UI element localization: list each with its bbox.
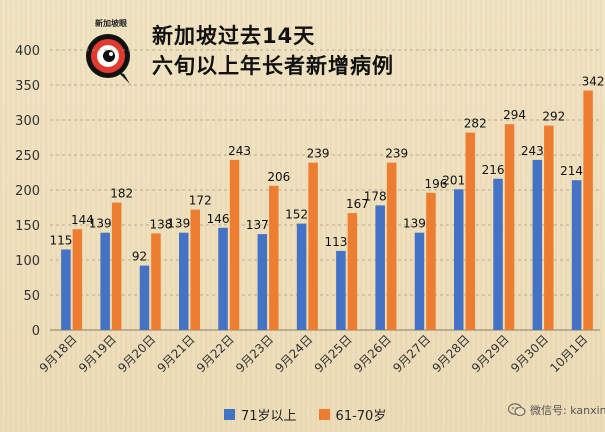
data-label: 144 — [71, 213, 94, 227]
bar — [347, 213, 358, 330]
y-tick-label: 50 — [23, 289, 40, 304]
x-tick-label: 9月18日 — [37, 332, 80, 375]
bar — [190, 209, 200, 330]
x-tick-label: 9月19日 — [76, 332, 119, 375]
x-tick-label: 9月21日 — [155, 332, 198, 375]
bar — [72, 229, 83, 330]
wechat-icon — [508, 403, 526, 417]
bar — [139, 265, 150, 330]
legend-item-series-1: 71岁以上 — [224, 405, 297, 424]
x-tick-label: 9月29日 — [469, 332, 512, 375]
legend-label-series-2: 61-70岁 — [335, 408, 387, 424]
legend-swatch-series-2 — [318, 408, 330, 420]
x-tick-label: 9月28日 — [430, 332, 473, 375]
x-tick-label: 9月20日 — [115, 332, 158, 375]
data-label: 152 — [285, 208, 308, 222]
data-label: 243 — [228, 144, 251, 158]
wechat-watermark: 微信号: kanxinjiapo — [508, 402, 605, 418]
data-label: 146 — [207, 212, 230, 226]
data-label: 216 — [482, 163, 505, 177]
bar — [257, 234, 268, 330]
bar — [504, 124, 515, 330]
bar — [179, 232, 189, 330]
data-label: 201 — [442, 173, 465, 187]
bar — [493, 178, 503, 330]
bar — [218, 227, 228, 330]
data-label: 182 — [110, 187, 133, 201]
data-label: 172 — [189, 194, 212, 208]
watermark-text: 微信号: kanxinjiapo — [530, 404, 605, 417]
bar — [100, 232, 110, 330]
y-tick-label: 350 — [15, 79, 40, 94]
bar — [544, 125, 554, 330]
legend-item-series-2: 61-70岁 — [318, 405, 387, 424]
bar — [375, 205, 385, 330]
x-tick-label: 10月1日 — [547, 332, 590, 375]
legend-swatch-series-1 — [224, 408, 235, 420]
magnifier-logo: 新加坡眼 — [86, 18, 130, 84]
x-tick-label: 9月30日 — [508, 332, 551, 375]
data-label: 139 — [403, 217, 426, 231]
x-tick-label: 9月24日 — [272, 332, 315, 375]
chart-title-line-1: 新加坡过去14天 — [152, 24, 316, 48]
data-label: 137 — [246, 218, 269, 232]
data-label: 282 — [464, 117, 487, 131]
data-label: 196 — [425, 177, 448, 191]
data-label: 206 — [267, 170, 290, 184]
bar — [386, 162, 397, 330]
y-tick-label: 200 — [15, 184, 40, 199]
y-tick-label: 250 — [15, 149, 40, 164]
data-label: 239 — [385, 147, 408, 161]
bar — [571, 180, 582, 330]
bar — [61, 249, 71, 330]
bar — [296, 223, 307, 330]
legend-label-series-1: 71岁以上 — [241, 408, 297, 424]
x-tick-label: 9月25日 — [312, 332, 355, 375]
bar — [532, 159, 543, 330]
y-tick-label: 100 — [15, 254, 40, 269]
bar — [465, 132, 475, 330]
bar — [308, 162, 318, 330]
bar — [454, 189, 464, 330]
bar — [426, 192, 436, 330]
data-label: 292 — [542, 110, 565, 124]
data-label: 92 — [132, 250, 147, 264]
bar — [151, 233, 161, 330]
y-tick-label: 400 — [15, 44, 40, 59]
data-label: 178 — [364, 189, 387, 203]
chart-legend: 71岁以上 61-70岁 — [224, 404, 408, 424]
data-label: 342 — [582, 75, 605, 89]
bar — [336, 250, 346, 330]
x-tick-label: 9月23日 — [233, 332, 276, 375]
bar — [269, 185, 279, 330]
x-tick-label: 9月26日 — [351, 332, 394, 375]
data-label: 115 — [49, 234, 72, 248]
data-label: 138 — [150, 217, 173, 231]
data-label: 243 — [521, 144, 544, 158]
x-tick-label: 9月22日 — [194, 332, 237, 375]
bar — [111, 202, 122, 330]
bar — [414, 232, 425, 330]
y-tick-label: 300 — [15, 114, 40, 129]
chart-title-line-2: 六旬以上年长者新增病例 — [152, 54, 394, 78]
y-tick-label: 0 — [32, 324, 40, 339]
data-label: 167 — [346, 197, 369, 211]
data-label: 139 — [89, 217, 112, 231]
data-label: 294 — [503, 108, 526, 122]
data-label: 139 — [167, 217, 190, 231]
data-label: 113 — [324, 235, 347, 249]
data-label: 239 — [307, 147, 330, 161]
bar — [583, 90, 593, 330]
data-label: 214 — [560, 164, 583, 178]
bar — [229, 159, 240, 330]
y-tick-label: 150 — [15, 219, 40, 234]
x-tick-label: 9月27日 — [390, 332, 433, 375]
logo-text: 新加坡眼 — [95, 18, 127, 28]
